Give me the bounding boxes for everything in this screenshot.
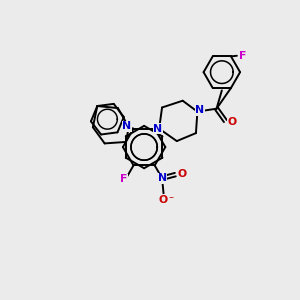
Text: N: N xyxy=(153,124,162,134)
Text: O: O xyxy=(159,195,168,205)
Text: O: O xyxy=(177,169,186,179)
Text: F: F xyxy=(120,174,127,184)
Text: O: O xyxy=(227,117,236,127)
Text: ⁻: ⁻ xyxy=(168,195,173,205)
Text: N: N xyxy=(158,173,166,184)
Text: N: N xyxy=(195,105,204,115)
Text: F: F xyxy=(239,51,246,61)
Text: N: N xyxy=(122,121,132,131)
